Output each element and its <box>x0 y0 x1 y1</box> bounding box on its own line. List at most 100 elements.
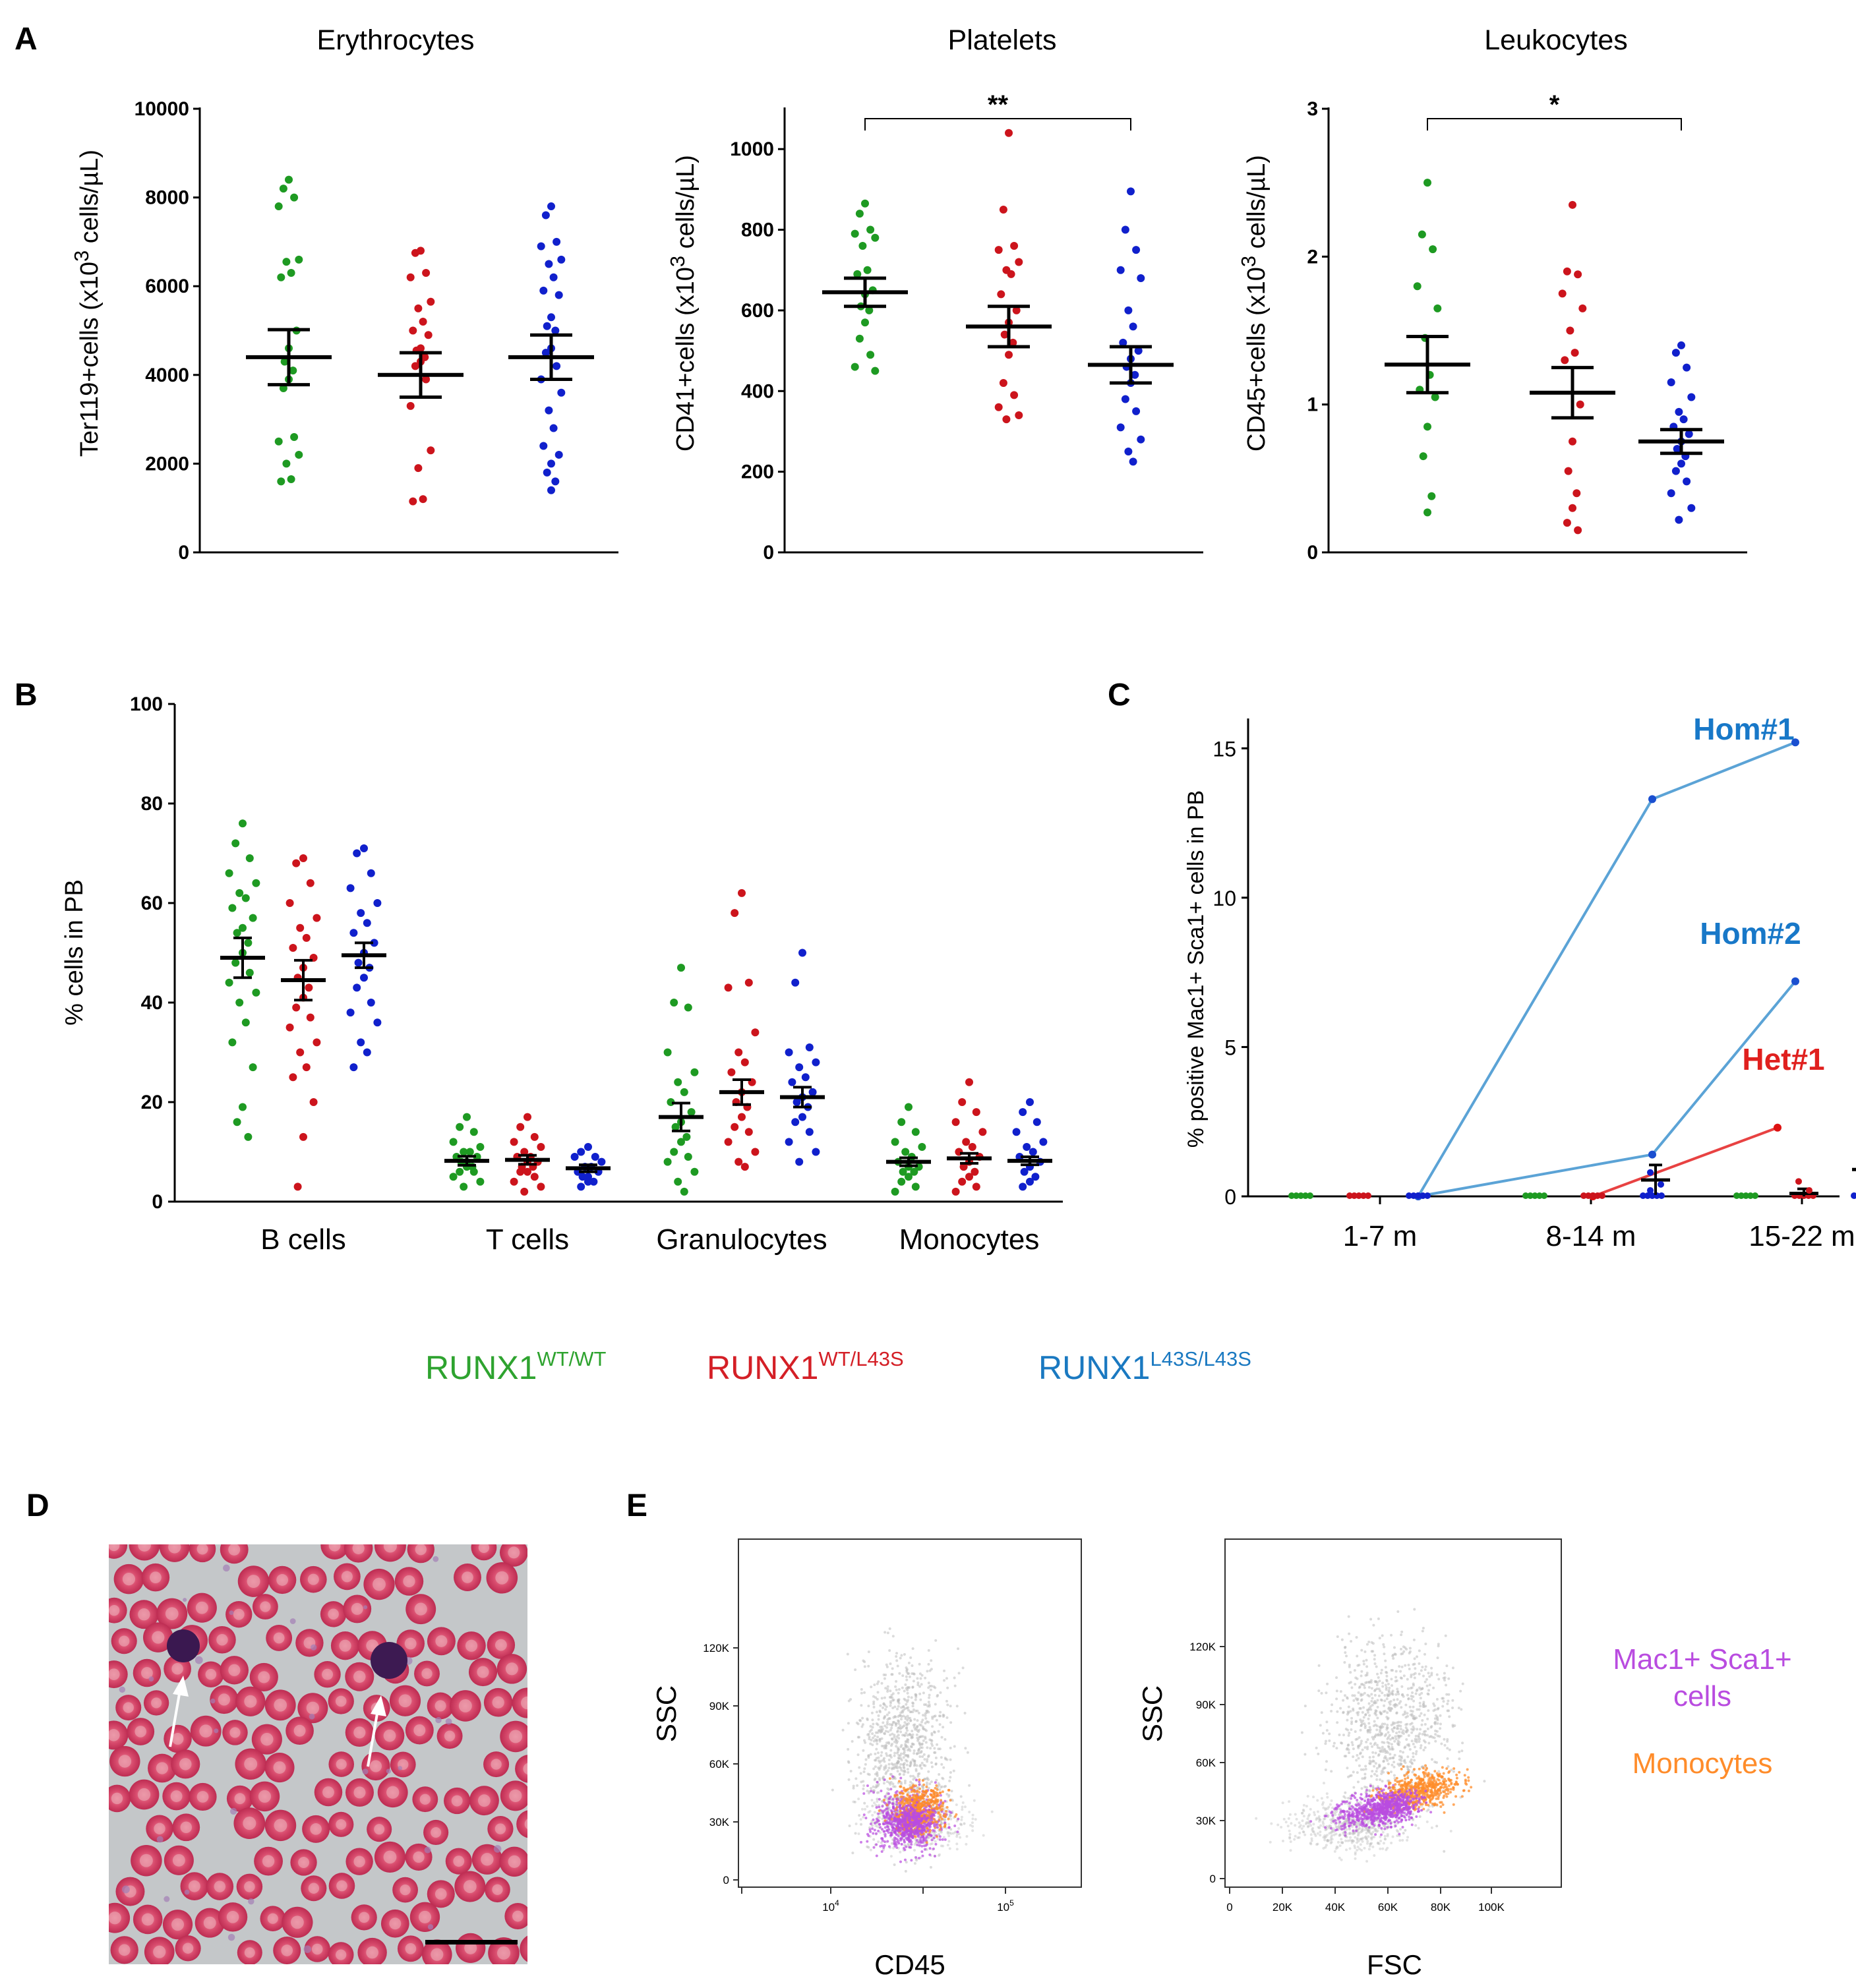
flow-event <box>944 1809 947 1813</box>
flow-event <box>931 1725 934 1728</box>
flow-event <box>1395 1727 1398 1730</box>
x-category-label: Monocytes <box>899 1223 1040 1256</box>
flow-event <box>922 1786 925 1789</box>
data-point <box>785 1138 793 1146</box>
flow-event <box>909 1800 912 1803</box>
flow-event <box>906 1738 909 1741</box>
flow-event <box>1388 1709 1391 1712</box>
flow-event <box>888 1723 891 1726</box>
flow-event <box>899 1850 902 1854</box>
rbc-center <box>389 1917 402 1930</box>
flow-event <box>897 1722 900 1725</box>
flow-event <box>1412 1717 1416 1720</box>
data-point <box>1569 437 1576 446</box>
flow-event <box>1400 1677 1403 1680</box>
flow-event <box>897 1834 900 1838</box>
flow-event <box>1399 1749 1402 1753</box>
data-point <box>1671 467 1680 475</box>
rbc-center <box>373 1577 386 1591</box>
flow-event <box>959 1836 962 1839</box>
flow-event <box>1346 1767 1349 1770</box>
data-point <box>1419 452 1427 461</box>
data-point <box>670 1148 678 1156</box>
flow-event <box>1435 1730 1439 1733</box>
rbc-center <box>353 1786 366 1799</box>
flow-event <box>1359 1801 1362 1804</box>
data-point <box>670 999 678 1007</box>
flow-event <box>876 1697 879 1701</box>
flow-event <box>1358 1663 1361 1666</box>
flow-event <box>938 1838 942 1841</box>
flow-event <box>1367 1685 1371 1689</box>
flow-event <box>898 1765 901 1769</box>
flow-event <box>1418 1649 1421 1652</box>
flow-event <box>1348 1832 1351 1835</box>
rbc-center <box>398 1694 412 1708</box>
flow-event <box>937 1782 940 1785</box>
flow-event <box>899 1818 903 1821</box>
flow-event <box>926 1829 930 1832</box>
data-point <box>456 1123 464 1131</box>
flow-event <box>913 1817 916 1821</box>
flow-event <box>1329 1838 1332 1842</box>
flow-event <box>884 1687 887 1690</box>
significance-bracket <box>1427 118 1682 131</box>
rbc-center <box>195 1601 208 1614</box>
flow-event <box>1390 1743 1393 1746</box>
flow-event <box>1427 1689 1430 1692</box>
flow-event <box>907 1740 910 1743</box>
flow-event <box>1375 1778 1379 1781</box>
data-point <box>287 475 295 483</box>
flow-event <box>879 1831 882 1834</box>
flow-event <box>1366 1745 1369 1749</box>
flow-event <box>1368 1714 1371 1717</box>
data-point <box>690 1068 699 1076</box>
flow-event <box>897 1726 900 1730</box>
flow-event <box>924 1836 928 1840</box>
flow-event <box>1409 1709 1412 1712</box>
flow-event <box>1325 1833 1329 1836</box>
flow-event <box>1418 1815 1422 1818</box>
flow-event <box>872 1791 876 1794</box>
flow-event <box>902 1714 905 1718</box>
flow-event <box>933 1731 936 1734</box>
flow-event <box>872 1767 876 1770</box>
flow-event <box>1298 1836 1301 1839</box>
flow-event <box>1397 1692 1400 1695</box>
flow-event <box>1367 1722 1371 1725</box>
flow-event <box>891 1798 895 1801</box>
flow-event <box>954 1830 957 1834</box>
flow-event <box>1439 1714 1442 1717</box>
flow-event <box>881 1817 884 1821</box>
flow-event <box>927 1770 930 1773</box>
flow-event <box>914 1698 917 1701</box>
flow-event <box>925 1841 928 1844</box>
data-point <box>476 1142 485 1151</box>
rbc-center <box>228 1664 241 1676</box>
flow-event <box>899 1656 902 1660</box>
flow-event <box>922 1836 925 1839</box>
flow-event <box>1298 1831 1302 1834</box>
rbc-center <box>122 1573 136 1586</box>
flow-event <box>949 1721 953 1724</box>
data-point <box>1677 459 1685 468</box>
flow-event <box>938 1792 942 1795</box>
flow-event <box>902 1786 905 1790</box>
data-point <box>731 1123 739 1131</box>
flow-event <box>1338 1856 1341 1859</box>
flow-event <box>874 1696 878 1699</box>
data-point <box>299 854 307 863</box>
flow-event <box>871 1804 874 1807</box>
significance-label: ** <box>988 90 1009 119</box>
data-point <box>727 1068 736 1076</box>
flow-event <box>1322 1782 1325 1785</box>
flow-event <box>904 1813 907 1816</box>
data-point <box>965 1173 973 1181</box>
flow-event <box>893 1827 897 1830</box>
flow-event <box>943 1817 946 1821</box>
flow-event <box>1316 1810 1319 1813</box>
flow-event <box>888 1754 891 1757</box>
flow-event <box>880 1764 883 1767</box>
flow-event <box>971 1825 974 1828</box>
data-point <box>1572 489 1581 498</box>
